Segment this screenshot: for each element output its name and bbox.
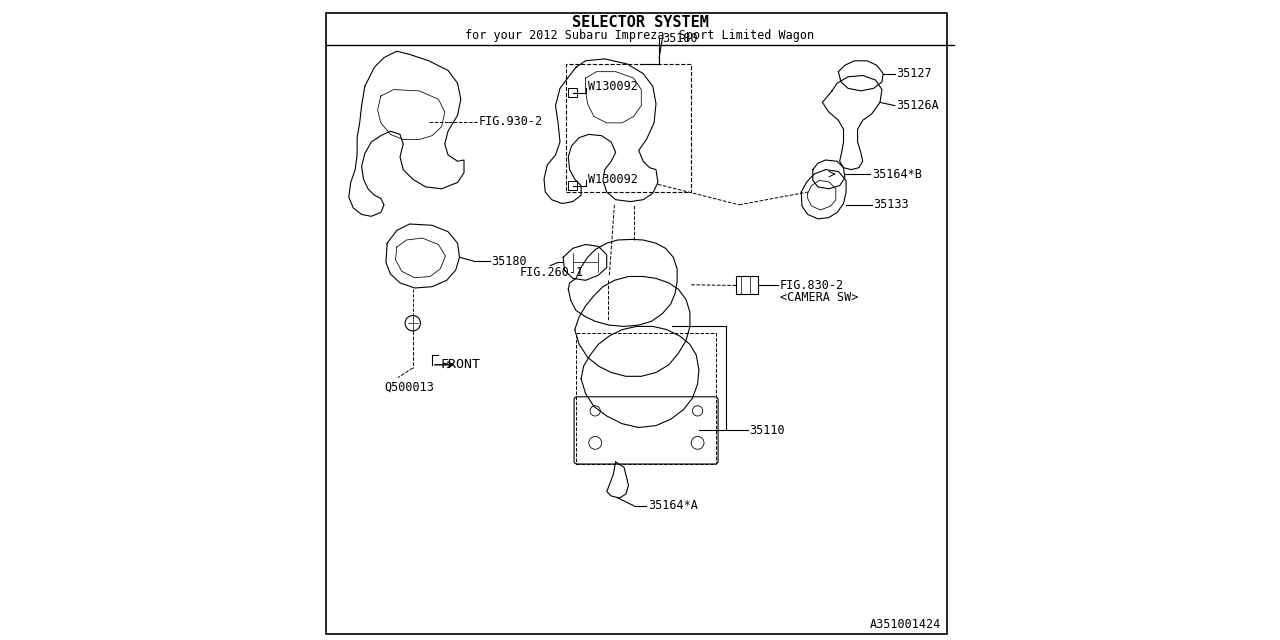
- Text: 35110: 35110: [749, 424, 785, 436]
- Text: Q500013: Q500013: [384, 381, 434, 394]
- Text: 35133: 35133: [873, 198, 909, 211]
- Text: 35164*A: 35164*A: [648, 499, 698, 512]
- Bar: [566, 64, 691, 192]
- Bar: [568, 88, 577, 97]
- Text: 35180: 35180: [492, 255, 527, 268]
- Text: SELECTOR SYSTEM: SELECTOR SYSTEM: [572, 15, 708, 30]
- Text: A351001424: A351001424: [869, 618, 941, 630]
- Bar: [736, 276, 758, 294]
- Text: 35127: 35127: [896, 67, 932, 80]
- Text: <CAMERA SW>: <CAMERA SW>: [780, 291, 858, 304]
- Text: FIG.930-2: FIG.930-2: [479, 115, 543, 128]
- Text: 35180: 35180: [663, 32, 698, 45]
- Bar: [576, 333, 716, 464]
- Text: W130092: W130092: [588, 80, 637, 93]
- Text: for your 2012 Subaru Impreza  Sport Limited Wagon: for your 2012 Subaru Impreza Sport Limit…: [466, 29, 814, 42]
- Text: W130092: W130092: [588, 173, 637, 186]
- Text: FIG.260-1: FIG.260-1: [520, 266, 584, 278]
- Text: 35164*B: 35164*B: [872, 168, 922, 180]
- Bar: [568, 181, 577, 190]
- Text: FIG.830-2: FIG.830-2: [780, 279, 844, 292]
- Text: 35126A: 35126A: [896, 99, 938, 112]
- Text: FRONT: FRONT: [440, 358, 480, 371]
